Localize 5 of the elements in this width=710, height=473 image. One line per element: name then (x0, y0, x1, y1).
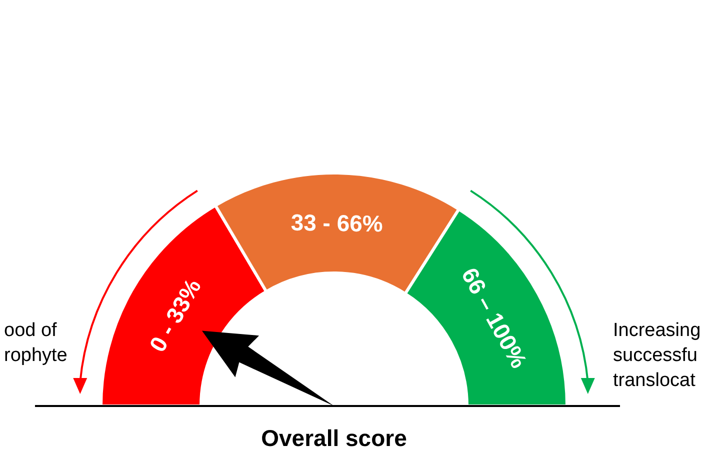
text: Overall score (261, 425, 407, 451)
slice-label: 33 - 66% (290, 209, 384, 237)
text: Increasing successfu translocat (613, 320, 701, 391)
text: ood of rophyte (4, 320, 68, 366)
slice-label: 0 - 33% (144, 274, 206, 356)
